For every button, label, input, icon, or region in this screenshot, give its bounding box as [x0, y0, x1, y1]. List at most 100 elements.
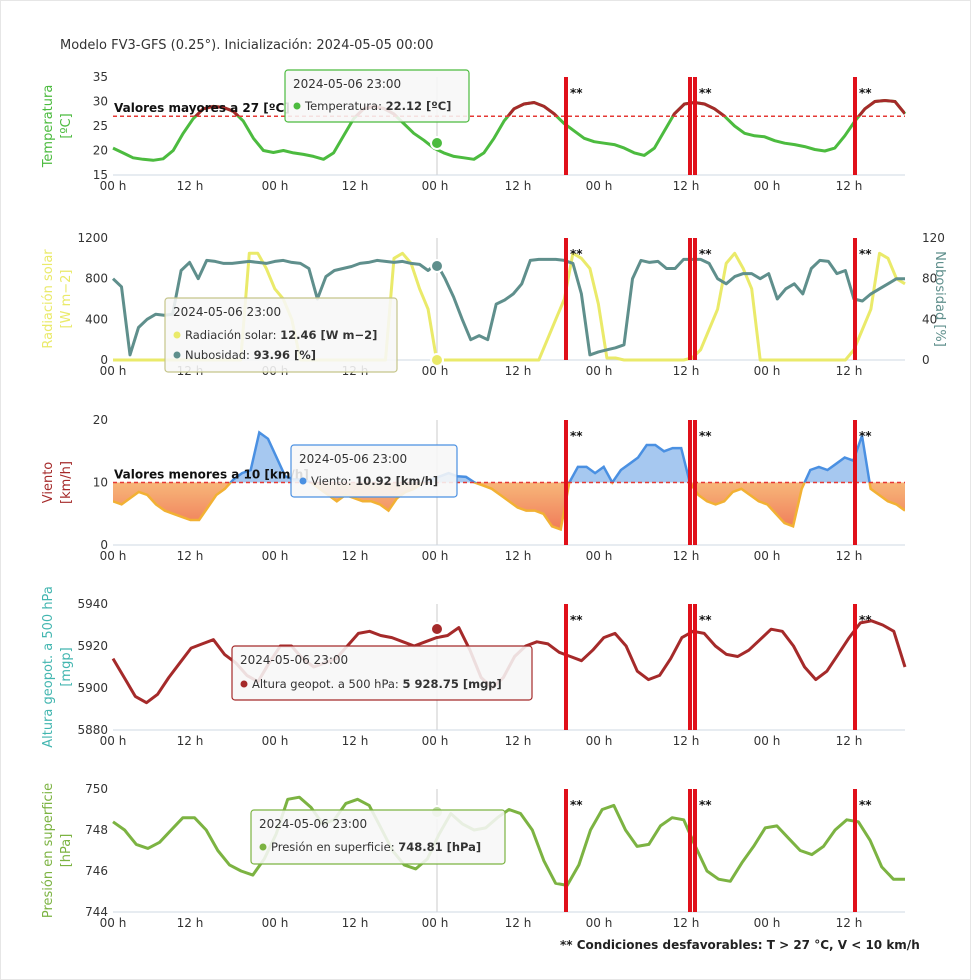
wind-area-above: [113, 432, 905, 483]
tooltip-row: Temperatura: 22.12 [ºC]: [304, 99, 451, 113]
hover-point[interactable]: [430, 136, 444, 150]
x-tick-label: 12 h: [673, 364, 700, 378]
x-tick-label: 00 h: [100, 916, 127, 930]
unfavorable-marker: [564, 604, 568, 730]
tooltip-date: 2024-05-06 23:00: [299, 452, 407, 466]
hover-point[interactable]: [430, 622, 444, 636]
x-tick-label: 00 h: [754, 549, 781, 563]
unfavorable-marker: [693, 77, 697, 175]
x-tick-label: 00 h: [422, 364, 449, 378]
y2-tick-label: 120: [922, 231, 945, 245]
tooltip-series-dot: [259, 843, 267, 851]
y-tick-label: 5940: [77, 597, 108, 611]
unfavorable-marker: [853, 238, 857, 360]
marker-stars: **: [699, 86, 712, 100]
series-line: [112, 795, 905, 887]
x-tick-label: 00 h: [422, 734, 449, 748]
y-axis-label-unit: [km/h]: [59, 461, 74, 504]
y-axis-label: Radiación solar: [41, 249, 56, 349]
tooltip-date: 2024-05-06 23:00: [240, 653, 348, 667]
y-tick-label: 744: [85, 905, 108, 919]
unfavorable-marker: [564, 789, 568, 912]
x-tick-label: 00 h: [100, 179, 127, 193]
y-tick-label: 5880: [77, 723, 108, 737]
tooltip-row: Nubosidad: 93.96 [%]: [185, 348, 316, 362]
y-tick-label: 0: [100, 538, 108, 552]
x-tick-label: 12 h: [673, 549, 700, 563]
marker-stars: **: [570, 429, 583, 443]
hover-point[interactable]: [430, 259, 444, 273]
marker-stars: **: [859, 86, 872, 100]
tooltip-series-dot: [293, 102, 301, 110]
y-axis-label: Presión en superficie: [41, 783, 56, 918]
x-tick-label: 00 h: [100, 364, 127, 378]
unfavorable-marker: [688, 238, 692, 360]
marker-stars: **: [570, 613, 583, 627]
y-tick-label: 0: [100, 353, 108, 367]
unfavorable-marker: [688, 604, 692, 730]
marker-stars: **: [570, 247, 583, 261]
x-tick-label: 00 h: [262, 734, 289, 748]
x-tick-label: 00 h: [422, 179, 449, 193]
x-tick-label: 00 h: [754, 916, 781, 930]
marker-stars: **: [859, 247, 872, 261]
tooltip-date: 2024-05-06 23:00: [259, 817, 367, 831]
marker-stars: **: [699, 247, 712, 261]
tooltip-date: 2024-05-06 23:00: [293, 77, 401, 91]
tooltip-series-dot: [299, 477, 307, 485]
x-tick-label: 12 h: [505, 179, 532, 193]
wind-line-above: [228, 430, 871, 483]
unfavorable-marker: [853, 604, 857, 730]
y-axis-label-unit: [hPa]: [59, 834, 74, 868]
unfavorable-marker: [688, 77, 692, 175]
x-tick-label: 00 h: [586, 179, 613, 193]
x-tick-label: 12 h: [505, 364, 532, 378]
tooltip-box: [290, 444, 458, 498]
x-tick-label: 12 h: [505, 549, 532, 563]
y-tick-label: 5920: [77, 639, 108, 653]
x-tick-label: 00 h: [754, 179, 781, 193]
y-tick-label: 20: [93, 144, 108, 158]
x-tick-label: 12 h: [836, 916, 863, 930]
footnote: ** Condiciones desfavorables: T > 27 °C,…: [560, 938, 920, 952]
x-tick-label: 12 h: [342, 916, 369, 930]
x-tick-label: 00 h: [586, 916, 613, 930]
tooltip-row: Altura geopot. a 500 hPa: 5 928.75 [mgp]: [252, 677, 502, 691]
tooltip-row: Viento: 10.92 [km/h]: [311, 474, 438, 488]
unfavorable-marker: [693, 789, 697, 912]
marker-stars: **: [859, 798, 872, 812]
unfavorable-marker: [564, 238, 568, 360]
x-tick-label: 12 h: [505, 916, 532, 930]
wind-line-below: [113, 482, 905, 532]
unfavorable-marker: [693, 420, 697, 545]
x-tick-label: 12 h: [836, 179, 863, 193]
tooltip-box: [164, 297, 398, 373]
tooltip-box: [284, 69, 470, 123]
threshold-label: Valores menores a 10 [km/h]: [114, 468, 309, 482]
marker-stars: **: [570, 798, 583, 812]
marker-stars: **: [699, 613, 712, 627]
x-tick-label: 12 h: [505, 734, 532, 748]
x-tick-label: 00 h: [100, 549, 127, 563]
series-line-hot: [193, 98, 905, 117]
x-tick-label: 12 h: [177, 179, 204, 193]
x-tick-label: 00 h: [262, 179, 289, 193]
y2-tick-label: 40: [922, 312, 937, 326]
tooltip-row: Presión en superficie: 748.81 [hPa]: [271, 840, 481, 854]
x-tick-label: 00 h: [754, 734, 781, 748]
y-tick-label: 20: [93, 413, 108, 427]
x-tick-label: 00 h: [754, 364, 781, 378]
x-tick-label: 12 h: [836, 549, 863, 563]
x-tick-label: 00 h: [422, 549, 449, 563]
hover-point[interactable]: [430, 353, 444, 367]
x-tick-label: 00 h: [586, 734, 613, 748]
x-tick-label: 00 h: [586, 364, 613, 378]
x-tick-label: 12 h: [177, 734, 204, 748]
x-tick-label: 12 h: [342, 179, 369, 193]
marker-stars: **: [859, 613, 872, 627]
y-tick-label: 800: [85, 272, 108, 286]
y-tick-label: 750: [85, 782, 108, 796]
y2-tick-label: 0: [922, 353, 930, 367]
